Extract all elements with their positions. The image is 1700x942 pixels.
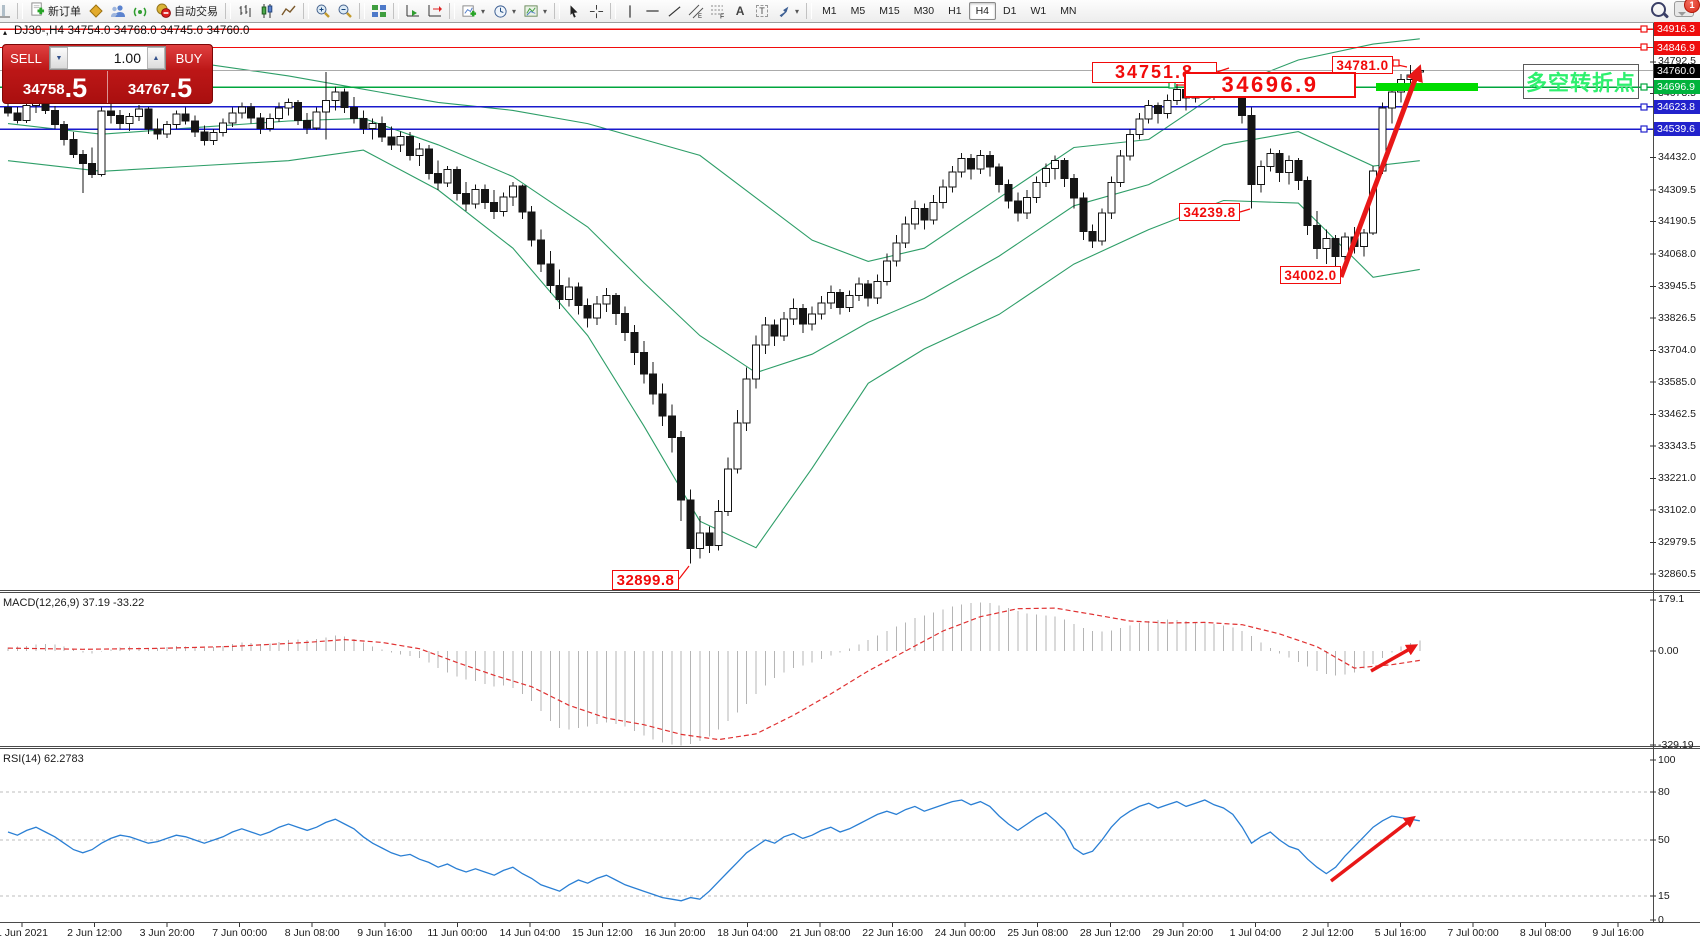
tab-timeframe-m5[interactable]: M5: [850, 5, 866, 17]
arrows-dropdown[interactable]: ▾: [773, 1, 803, 21]
chevron-down-icon: ▾: [543, 6, 548, 16]
buy-button[interactable]: BUY: [166, 45, 212, 71]
macd-indicator-label: MACD(12,26,9) 37.19 -33.22: [3, 597, 145, 609]
tab-timeframe-h1[interactable]: H1: [948, 5, 962, 17]
turning-point-label[interactable]: 多空转折点: [1523, 64, 1639, 99]
tab-timeframe-mn[interactable]: MN: [1060, 5, 1077, 17]
toolbar-separator: [610, 3, 617, 19]
toolbar-separator: [806, 3, 813, 19]
periods-dropdown[interactable]: ▾: [489, 1, 520, 21]
autoscroll-icon[interactable]: [403, 1, 423, 21]
new-order-icon: [30, 2, 45, 20]
volume-stepper: ▼ 1.00 ▲: [49, 46, 166, 70]
tile-windows-icon[interactable]: [369, 1, 389, 21]
rsi-indicator-label: RSI(14) 62.2783: [3, 753, 84, 765]
chart-corner-icon[interactable]: ▴: [3, 28, 8, 37]
svg-text:F: F: [720, 14, 724, 20]
chart-shift-icon[interactable]: [425, 1, 445, 21]
chevron-down-icon: ▾: [481, 6, 486, 16]
chevron-down-icon: ▾: [795, 6, 800, 16]
zoom-out-icon[interactable]: [335, 1, 355, 21]
toolbar: 新订单 自动交易 ▾ ▾ ▾ E F A T ▾: [0, 0, 1700, 23]
trendline-icon[interactable]: [664, 1, 684, 21]
signals-icon[interactable]: [130, 1, 150, 21]
volume-increase-button[interactable]: ▲: [147, 47, 165, 69]
buy-price-main: 34767: [127, 81, 170, 98]
cursor-icon[interactable]: [564, 1, 584, 21]
chart-icon[interactable]: [0, 1, 13, 21]
new-chart-dropdown[interactable]: ▾: [458, 1, 489, 21]
toolbar-separator: [17, 3, 23, 19]
bar-chart-icon[interactable]: [235, 1, 255, 21]
toolbar-separator: [449, 3, 455, 19]
sell-price-frac: .5: [64, 73, 88, 104]
toolbar-separator: [303, 3, 309, 19]
toolbar-separator: [554, 3, 561, 19]
notifications-icon[interactable]: 1: [1674, 0, 1700, 17]
volume-decrease-button[interactable]: ▼: [50, 47, 68, 69]
time-axis[interactable]: [0, 923, 1653, 942]
crosshair-icon[interactable]: [586, 1, 606, 21]
tab-timeframe-w1[interactable]: W1: [1030, 5, 1047, 17]
tab-timeframe-m15[interactable]: M15: [879, 5, 900, 17]
market-watch-icon[interactable]: [108, 1, 128, 21]
toolbar-separator: [225, 3, 231, 19]
sell-button[interactable]: SELL: [3, 45, 49, 71]
buy-price[interactable]: 34767 .5: [108, 71, 212, 103]
line-chart-icon[interactable]: [279, 1, 299, 21]
template-dropdown[interactable]: ▾: [520, 1, 551, 21]
volume-input[interactable]: 1.00: [113, 50, 141, 66]
sell-price-main: 34758: [22, 81, 65, 98]
channel-icon[interactable]: E: [686, 1, 706, 21]
sell-price[interactable]: 34758 .5: [3, 71, 108, 103]
buy-price-frac: .5: [169, 73, 193, 104]
fibonacci-icon[interactable]: F: [708, 1, 728, 21]
search-icon[interactable]: [1651, 1, 1666, 17]
metaeditor-icon[interactable]: [86, 1, 106, 21]
candlestick-icon[interactable]: [257, 1, 277, 21]
autotrade-button[interactable]: 自动交易: [151, 1, 222, 21]
tab-timeframe-m30[interactable]: M30: [913, 5, 935, 17]
tab-timeframe-m1[interactable]: M1: [822, 5, 837, 17]
text-label-icon[interactable]: T: [752, 1, 772, 21]
chart-symbol-ohlc: DJ30-,H4 34754.0 34768.0 34745.0 34760.0: [14, 25, 250, 37]
chevron-down-icon: ▾: [512, 6, 517, 16]
text-icon[interactable]: A: [735, 4, 745, 18]
autotrade-icon: [155, 2, 171, 21]
price-axis[interactable]: [1654, 23, 1700, 922]
tab-timeframe-d1[interactable]: D1: [1003, 5, 1017, 17]
one-click-trade-panel: SELL ▼ 1.00 ▲ BUY 34758 .5 34767 .5: [2, 44, 213, 104]
toolbar-separator: [359, 3, 365, 19]
horizontal-line-icon[interactable]: [642, 1, 662, 21]
new-order-label: 新订单: [48, 6, 81, 18]
autotrade-label: 自动交易: [174, 6, 218, 18]
zoom-in-icon[interactable]: [313, 1, 333, 21]
svg-text:E: E: [698, 14, 702, 19]
new-order-button[interactable]: 新订单: [26, 1, 85, 21]
toolbar-separator: [393, 3, 399, 19]
vertical-line-icon[interactable]: [620, 1, 640, 21]
tab-timeframe-h4[interactable]: H4: [968, 2, 996, 20]
